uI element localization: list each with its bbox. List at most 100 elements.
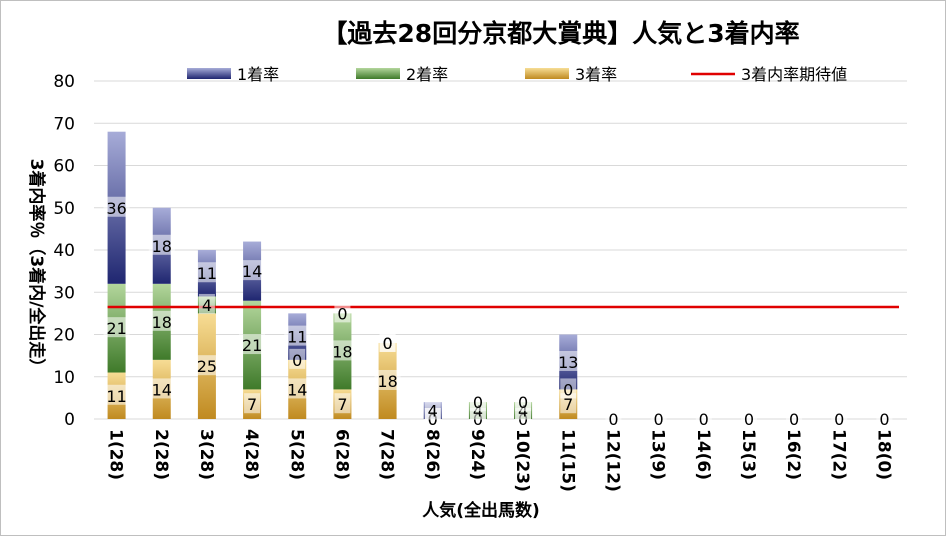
data-label-3着率: 18: [377, 372, 397, 391]
x-tick-label: 17(2): [828, 429, 848, 480]
data-label-bg: [148, 378, 175, 399]
chart-title: 【過去28回分京都大賞典】人気と3着内率: [322, 19, 799, 48]
y-axis-ticks: 0 10 20 30 40 50 60 70 80: [53, 72, 75, 430]
data-label-bg: [193, 355, 220, 376]
y-tick-label: 20: [53, 326, 75, 346]
legend: 1着率 2着率 3着率 3着内率期待値: [187, 65, 847, 84]
data-labels: 1121361418182541172114140117180180000404…: [103, 196, 893, 429]
data-label-1着率: 0: [608, 410, 618, 429]
data-label-3着率: 7: [337, 395, 347, 414]
data-label-1着率: 0: [699, 410, 709, 429]
data-label-bg: [239, 334, 266, 355]
data-label-bg: [289, 348, 306, 369]
y-tick-label: 70: [53, 114, 75, 134]
data-label-bg: [334, 393, 351, 414]
x-tick-label: 7(28): [377, 429, 397, 480]
bars: [107, 131, 578, 419]
y-tick-label: 50: [53, 199, 75, 219]
data-label-bg: [605, 408, 622, 428]
y-tick-label: 30: [53, 283, 75, 303]
y-tick-label: 10: [53, 368, 75, 388]
data-label-3着率: 14: [287, 380, 307, 399]
data-label-1着率: 4: [428, 402, 438, 421]
data-label-1着率: 0: [518, 393, 528, 412]
data-label-2着率: 18: [332, 342, 352, 361]
x-tick-label: 4(28): [241, 429, 261, 480]
y-axis-label: 3着内率％（3着内/全出走）: [26, 159, 47, 376]
x-tick-label: 11(15): [557, 429, 577, 492]
x-axis-ticks: 1(28) 2(28) 3(28) 4(28) 5(28) 6(28) 7(28) 8(26)…: [106, 429, 894, 492]
legend-label: 1着率: [237, 65, 279, 84]
data-label-bg: [695, 408, 712, 428]
data-label-2着率: 21: [106, 319, 126, 338]
data-label-1着率: 0: [653, 410, 663, 429]
x-tick-label: 16(2): [783, 429, 803, 480]
data-label-bg: [103, 317, 130, 338]
x-tick-label: 14(6): [693, 429, 713, 480]
data-label-3着率: 7: [247, 395, 257, 414]
x-tick-label: 6(28): [331, 429, 351, 480]
x-axis-label: 人気(全出馬数): [422, 500, 540, 521]
data-label-bg: [560, 378, 577, 399]
legend-label: 3着率: [575, 65, 617, 84]
data-label-bg: [469, 391, 486, 412]
x-tick-label: 13(9): [648, 429, 668, 480]
legend-label: 3着内率期待値: [741, 65, 847, 84]
data-label-bg: [329, 340, 356, 361]
data-label-1着率: 0: [382, 334, 392, 353]
legend-label: 2着率: [406, 65, 448, 84]
data-label-2着率: 0: [563, 380, 573, 399]
data-label-bg: [148, 310, 175, 331]
data-label-bg: [244, 393, 261, 414]
data-label-1着率: 11: [197, 264, 217, 283]
data-label-bg: [876, 408, 893, 428]
data-label-2着率: 18: [152, 313, 172, 332]
data-label-1着率: 0: [337, 304, 347, 323]
data-label-1着率: 14: [242, 262, 262, 281]
data-label-bg: [831, 408, 848, 428]
y-tick-label: 80: [53, 72, 75, 92]
data-label-2着率: 4: [202, 296, 212, 315]
x-tick-label: 1(28): [106, 429, 126, 480]
y-tick-label: 0: [64, 410, 75, 430]
data-label-1着率: 0: [789, 410, 799, 429]
x-tick-label: 2(28): [151, 429, 171, 480]
x-tick-label: 3(28): [196, 429, 216, 480]
data-label-1着率: 0: [744, 410, 754, 429]
data-label-1着率: 13: [558, 353, 578, 372]
data-label-2着率: 0: [292, 351, 302, 370]
data-label-bg: [103, 196, 130, 217]
data-label-3着率: 11: [106, 387, 126, 406]
data-label-2着率: 21: [242, 336, 262, 355]
x-tick-label: 5(28): [286, 429, 306, 480]
x-tick-label: 18(0): [873, 429, 893, 480]
data-label-1着率: 0: [879, 410, 889, 429]
gridlines: [94, 80, 907, 420]
legend-swatch-2着率: [356, 68, 400, 79]
legend-swatch-3着率: [525, 68, 569, 79]
data-label-1着率: 36: [106, 199, 126, 218]
data-label-3着率: 25: [197, 357, 217, 376]
data-label-bg: [515, 391, 532, 412]
data-label-bg: [555, 350, 582, 371]
data-label-bg: [284, 325, 311, 346]
x-tick-label: 15(3): [738, 429, 758, 480]
x-tick-label: 9(24): [467, 429, 487, 480]
data-label-bg: [374, 369, 401, 390]
data-label-bg: [650, 408, 667, 428]
data-label-bg: [198, 293, 215, 314]
data-label-1着率: 0: [473, 393, 483, 412]
data-label-bg: [239, 260, 266, 281]
data-label-bg: [284, 378, 311, 399]
data-label-3着率: 14: [152, 380, 172, 399]
legend-swatch-1着率: [187, 68, 231, 79]
data-label-1着率: 18: [152, 237, 172, 256]
data-label-bg: [379, 331, 396, 352]
data-label-3着率: 7: [563, 395, 573, 414]
data-label-bg: [103, 384, 130, 405]
data-label-bg: [740, 408, 757, 428]
x-tick-label: 12(12): [602, 429, 622, 492]
data-label-1着率: 0: [834, 410, 844, 429]
